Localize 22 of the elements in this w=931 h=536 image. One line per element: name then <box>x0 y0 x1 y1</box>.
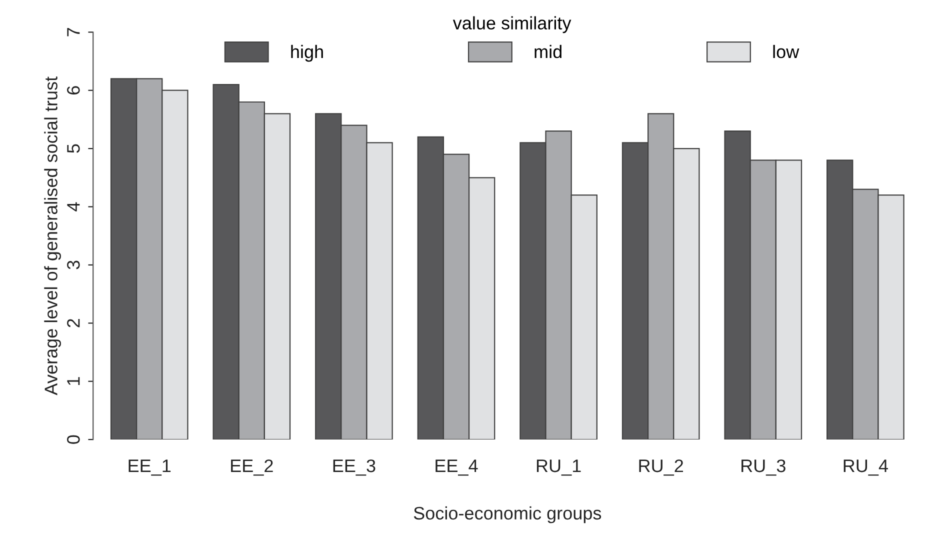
legend-label: mid <box>534 44 562 58</box>
y-tick-label: 3 <box>67 260 80 270</box>
legend-label: high <box>291 44 323 62</box>
x-tick-label: RU_4 <box>844 460 888 476</box>
y-tick-label: 1 <box>67 377 80 385</box>
x-tick-label: EE_3 <box>333 459 376 476</box>
y-tick-label: 5 <box>67 144 80 153</box>
y-tick-label: 6 <box>67 86 80 94</box>
x-tick-label: EE_4 <box>436 460 478 476</box>
y-tick-label: 2 <box>67 319 80 328</box>
y-tick-label: 0 <box>67 435 80 444</box>
y-tick-label: 7 <box>67 28 80 36</box>
legend-label: low <box>773 44 800 58</box>
y-axis-title: Average level of generalised social trust <box>44 76 61 396</box>
y-tick-label: 4 <box>67 202 80 212</box>
x-tick-label: EE_2 <box>231 459 273 476</box>
x-tick-label: RU_1 <box>536 460 581 476</box>
x-tick-label: EE_1 <box>128 460 171 476</box>
legend-title: value similarity <box>452 16 572 34</box>
x-tick-label: RU_2 <box>639 459 684 476</box>
x-axis-title: Socio-economic groups <box>414 506 602 524</box>
x-tick-label: RU_3 <box>742 459 786 476</box>
